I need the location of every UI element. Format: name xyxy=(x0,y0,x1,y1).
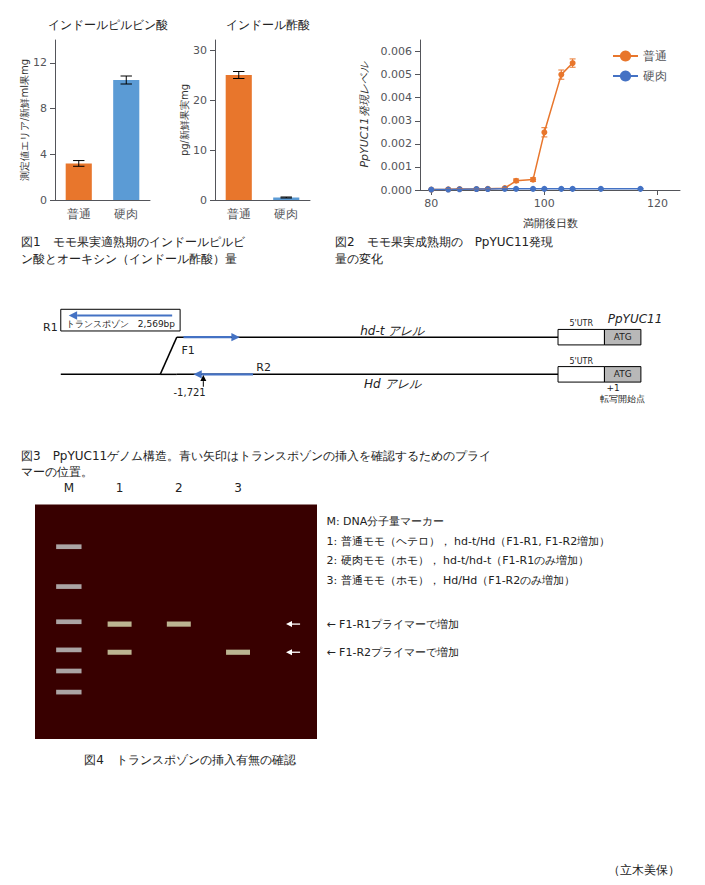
svg-text:100: 100 xyxy=(534,197,555,210)
svg-text:← F1-R1プライマーで増加: ← F1-R1プライマーで増加 xyxy=(326,618,459,631)
svg-text:20: 20 xyxy=(193,94,207,107)
svg-text:0.000: 0.000 xyxy=(381,184,413,197)
svg-text:M: M xyxy=(64,481,74,495)
svg-text:0.005: 0.005 xyxy=(381,68,413,81)
svg-text:F1: F1 xyxy=(181,344,194,357)
svg-text:0.001: 0.001 xyxy=(381,160,413,173)
svg-text:← F1-R2プライマーで増加: ← F1-R2プライマーで増加 xyxy=(326,646,459,659)
svg-text:普通: 普通 xyxy=(643,49,667,63)
svg-text:Hd アレル: Hd アレル xyxy=(364,377,421,391)
svg-text:転写開始点: 転写開始点 xyxy=(600,394,645,404)
svg-text:0.003: 0.003 xyxy=(381,114,413,127)
svg-text:pg/新鮮果実mg: pg/新鮮果実mg xyxy=(179,84,190,156)
svg-text:120: 120 xyxy=(647,197,668,210)
svg-text:R2: R2 xyxy=(256,361,271,374)
svg-text:M: DNA分子量マーカー: M: DNA分子量マーカー xyxy=(326,515,444,528)
svg-text:0: 0 xyxy=(200,194,207,207)
svg-text:測定値エリア/新鮮ml果mg: 測定値エリア/新鮮ml果mg xyxy=(19,59,30,181)
svg-text:図4 トランスポゾンの挿入有無の確認: 図4 トランスポゾンの挿入有無の確認 xyxy=(84,753,296,767)
svg-text:満開後日数: 満開後日数 xyxy=(523,217,578,230)
svg-text:0.004: 0.004 xyxy=(381,91,413,104)
svg-text:3: 普通モモ（ホモ）， Hd/Hd（F1-R2のみ増加）: 3: 普通モモ（ホモ）， Hd/Hd（F1-R2のみ増加） xyxy=(326,574,575,587)
svg-text:5'UTR: 5'UTR xyxy=(569,357,593,366)
svg-text:インドール酢酸: インドール酢酸 xyxy=(226,18,310,32)
svg-text:-1,721: -1,721 xyxy=(173,387,205,398)
svg-text:1: 1 xyxy=(116,481,124,495)
svg-text:硬肉: 硬肉 xyxy=(114,207,138,221)
svg-text:ATG: ATG xyxy=(614,369,632,379)
svg-text:PpYUC11: PpYUC11 xyxy=(608,312,663,326)
svg-text:30: 30 xyxy=(193,44,207,57)
svg-text:量の変化: 量の変化 xyxy=(335,252,383,266)
svg-text:ン酸とオーキシン（インドール酢酸）量: ン酸とオーキシン（インドール酢酸）量 xyxy=(21,252,237,266)
svg-text:マーの位置。: マーの位置。 xyxy=(21,465,93,479)
svg-text:4: 4 xyxy=(40,148,47,161)
svg-text:インドールピルビン酸: インドールピルビン酸 xyxy=(48,18,168,32)
svg-text:5'UTR: 5'UTR xyxy=(569,319,593,328)
svg-text:（立木美保）: （立木美保） xyxy=(608,863,680,877)
svg-text:2: 硬肉モモ（ホモ）， hd-t/hd-t（F1-R1のみ: 2: 硬肉モモ（ホモ）， hd-t/hd-t（F1-R1のみ増加） xyxy=(326,554,589,567)
svg-text:硬肉: 硬肉 xyxy=(643,69,667,83)
svg-text:図3 PpYUC11ゲノム構造。青い矢印はトランスポゾンの挿: 図3 PpYUC11ゲノム構造。青い矢印はトランスポゾンの挿入を確認するためのプ… xyxy=(21,449,491,463)
svg-text:+1: +1 xyxy=(606,383,619,393)
svg-text:80: 80 xyxy=(424,197,438,210)
svg-text:普通: 普通 xyxy=(67,207,91,221)
svg-text:硬肉: 硬肉 xyxy=(274,207,298,221)
svg-text:3: 3 xyxy=(234,481,242,495)
svg-text:トランスポゾン 2,569bp: トランスポゾン 2,569bp xyxy=(66,319,175,329)
svg-text:0.006: 0.006 xyxy=(381,45,413,58)
svg-text:2: 2 xyxy=(175,481,183,495)
svg-text:10: 10 xyxy=(193,144,207,157)
svg-text:ATG: ATG xyxy=(614,332,632,342)
svg-text:hd-t アレル: hd-t アレル xyxy=(360,324,425,338)
svg-text:図1 モモ果実適熟期のインドールピルビ: 図1 モモ果実適熟期のインドールピルビ xyxy=(21,235,246,249)
svg-text:0: 0 xyxy=(40,194,47,207)
svg-text:0.002: 0.002 xyxy=(381,137,413,150)
svg-text:1: 普通モモ（ヘテロ）， hd-t/Hd（F1-R1, F: 1: 普通モモ（ヘテロ）， hd-t/Hd（F1-R1, F1-R2増加） xyxy=(326,535,610,548)
svg-text:8: 8 xyxy=(40,102,47,115)
svg-text:図2 モモ果実成熟期の PpYUC11発現: 図2 モモ果実成熟期の PpYUC11発現 xyxy=(335,235,553,249)
svg-text:12: 12 xyxy=(33,56,47,69)
svg-text:普通: 普通 xyxy=(227,207,251,221)
svg-text:PpYUC11発現レベル: PpYUC11発現レベル xyxy=(358,61,371,167)
svg-text:R1: R1 xyxy=(43,321,58,334)
